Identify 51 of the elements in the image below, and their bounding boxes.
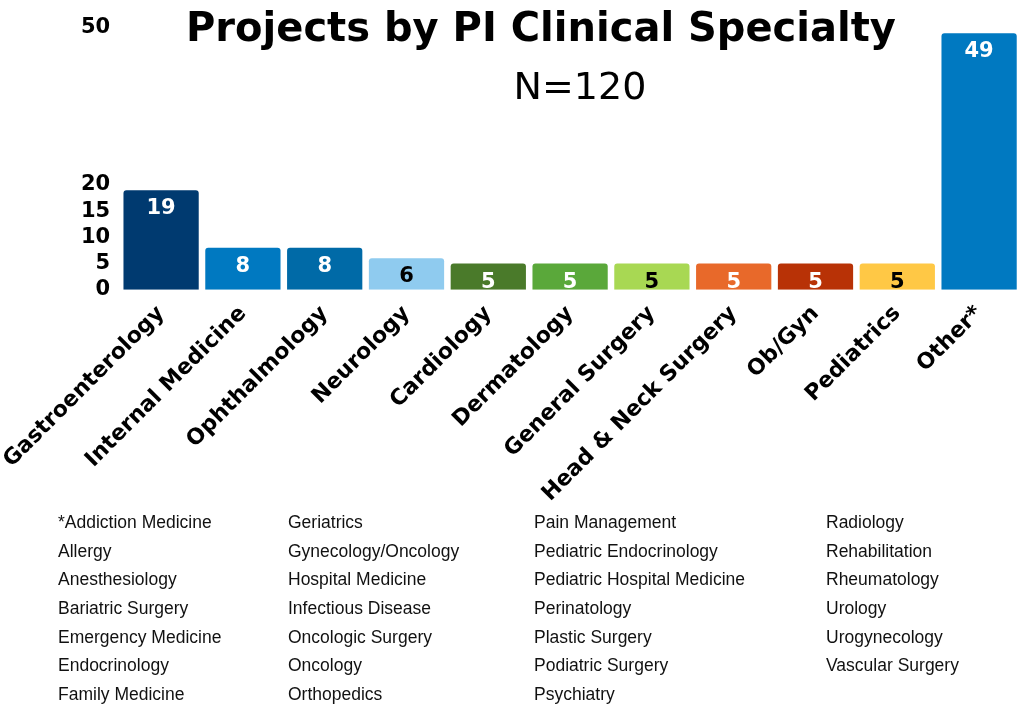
text: Bariatric Surgery [58,598,190,621]
bar [368,258,445,290]
data-label: 5 [480,268,496,293]
y-tick-label: 15 [80,197,111,222]
y-tick-label: 50 [80,14,111,39]
text: Gynecology/Oncology [288,540,461,563]
text: Urogynecology [826,626,944,649]
text: Rheumatology [826,569,940,592]
data-label: 5 [562,268,578,293]
text: Oncologic Surgery [288,626,433,649]
text: *Addiction Medicine [58,512,213,534]
text: Infectious Disease [288,598,432,621]
text: Anesthesiology [58,569,178,592]
bar [941,33,1017,290]
bar [205,247,281,290]
text: N=120 [512,64,648,108]
data-label: 5 [726,268,742,293]
text: Hospital Medicine [288,569,428,592]
text: Vascular Surgery [826,655,960,678]
text: Psychiatry [534,684,616,707]
bar [287,247,363,290]
y-tick-label: 0 [95,276,111,301]
bar [123,190,199,290]
data-label: 5 [889,268,905,293]
data-label: 8 [317,252,333,277]
y-tick-label: 20 [80,171,111,196]
data-label: 5 [808,268,823,293]
data-label: 19 [146,195,176,220]
y-tick-label: 5 [95,250,111,275]
data-label: 6 [399,263,414,288]
data-label: 8 [235,252,251,277]
text: Emergency Medicine [58,626,223,649]
text: Allergy [58,540,113,563]
text: Pediatric Endocrinology [534,540,719,563]
text: Rehabilitation [826,540,934,563]
text: Pediatric Hospital Medicine [534,569,747,592]
chart-title: Projects by PI Clinical Specialty [186,4,896,50]
y-tick-label: 10 [80,223,111,248]
text: Orthopedics [288,684,384,707]
text: Endocrinology [58,655,170,678]
text: Urology [826,598,888,621]
data-label: 49 [964,38,994,63]
text: Oncology [288,655,363,678]
text: Pain Management [534,512,678,534]
text: Geriatrics [288,512,364,534]
text: Podiatric Surgery [534,655,670,678]
text: Family Medicine [58,684,186,707]
text: Radiology [826,512,905,534]
text: Plastic Surgery [534,626,653,649]
text: Perinatology [534,598,633,621]
data-label: 5 [644,268,660,293]
